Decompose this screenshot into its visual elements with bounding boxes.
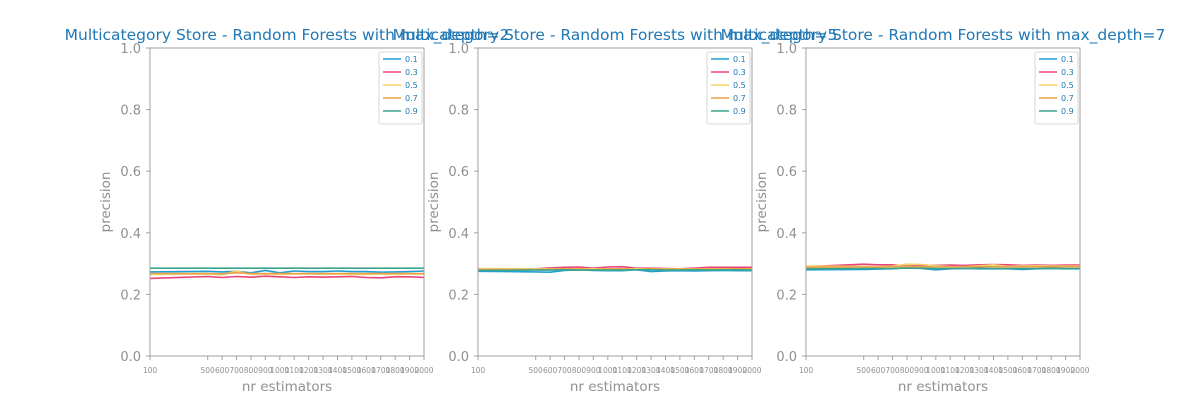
x-axis-label: nr estimators [898, 379, 988, 395]
y-axis-label: precision [98, 172, 114, 233]
y-tick-label: 0.0 [448, 350, 469, 365]
x-tick-label: 2000 [414, 366, 433, 375]
x-tick-label: 500 [529, 366, 544, 375]
y-tick-label: 0.8 [448, 104, 469, 119]
legend-label: 0.1 [733, 55, 746, 64]
x-tick-label: 600 [871, 366, 886, 375]
y-tick-label: 0.4 [448, 227, 469, 242]
x-axis-label: nr estimators [570, 379, 660, 395]
y-tick-label: 0.6 [120, 165, 141, 180]
legend-label: 0.3 [405, 68, 418, 77]
x-tick-label: 500 [857, 366, 872, 375]
y-tick-label: 0.2 [448, 288, 469, 303]
legend-label: 0.3 [733, 68, 746, 77]
y-tick-label: 0.6 [776, 165, 797, 180]
y-axis-label: precision [426, 172, 442, 233]
chart-panel-1: Multicategory Store - Random Forests wit… [65, 26, 510, 395]
chart-panel-3: Multicategory Store - Random Forests wit… [721, 26, 1166, 395]
y-tick-label: 0.0 [120, 350, 141, 365]
y-tick-label: 0.8 [120, 104, 141, 119]
legend: 0.1 0.3 0.5 0.7 0.9 [707, 52, 750, 124]
y-axis-label: precision [754, 172, 770, 233]
x-tick-label: 800 [244, 366, 259, 375]
x-axis-label: nr estimators [242, 379, 332, 395]
x-tick-label: 600 [215, 366, 230, 375]
x-tick-label: 2000 [742, 366, 761, 375]
x-tick-label: 100 [799, 366, 814, 375]
x-tick-label: 2000 [1070, 366, 1089, 375]
y-tick-label: 0.2 [120, 288, 141, 303]
y-tick-label: 1.0 [776, 42, 797, 57]
x-tick-label: 100 [143, 366, 158, 375]
series-line-0.1 [150, 270, 424, 272]
legend: 0.1 0.3 0.5 0.7 0.9 [379, 52, 422, 124]
y-tick-label: 0.4 [120, 227, 141, 242]
legend: 0.1 0.3 0.5 0.7 0.9 [1035, 52, 1078, 124]
x-tick-label: 700 [229, 366, 244, 375]
y-tick-label: 1.0 [448, 42, 469, 57]
legend-label: 0.9 [405, 107, 418, 116]
legend-label: 0.9 [1061, 107, 1074, 116]
legend-label: 0.7 [733, 94, 746, 103]
legend-label: 0.1 [1061, 55, 1074, 64]
x-tick-label: 800 [572, 366, 587, 375]
legend-label: 0.3 [1061, 68, 1074, 77]
x-tick-label: 100 [471, 366, 486, 375]
series-line-0.7 [150, 273, 424, 274]
series-line-0.7 [806, 266, 1080, 267]
x-tick-label: 800 [900, 366, 915, 375]
x-tick-label: 500 [201, 366, 216, 375]
y-tick-label: 1.0 [120, 42, 141, 57]
legend-label: 0.9 [733, 107, 746, 116]
legend-label: 0.5 [1061, 81, 1074, 90]
x-tick-label: 700 [557, 366, 572, 375]
y-tick-label: 0.0 [776, 350, 797, 365]
chart-panel-2: Multicategory Store - Random Forests wit… [393, 26, 838, 395]
y-tick-label: 0.6 [448, 165, 469, 180]
legend-label: 0.5 [733, 81, 746, 90]
legend-label: 0.5 [405, 81, 418, 90]
y-tick-label: 0.4 [776, 227, 797, 242]
series-line-0.3 [150, 276, 424, 278]
x-tick-label: 600 [543, 366, 558, 375]
series-line-0.9 [806, 268, 1080, 269]
y-tick-label: 0.2 [776, 288, 797, 303]
x-tick-label: 700 [885, 366, 900, 375]
legend-label: 0.1 [405, 55, 418, 64]
series-line-0.9 [478, 270, 752, 271]
y-tick-label: 0.8 [776, 104, 797, 119]
legend-label: 0.7 [1061, 94, 1074, 103]
legend-label: 0.7 [405, 94, 418, 103]
